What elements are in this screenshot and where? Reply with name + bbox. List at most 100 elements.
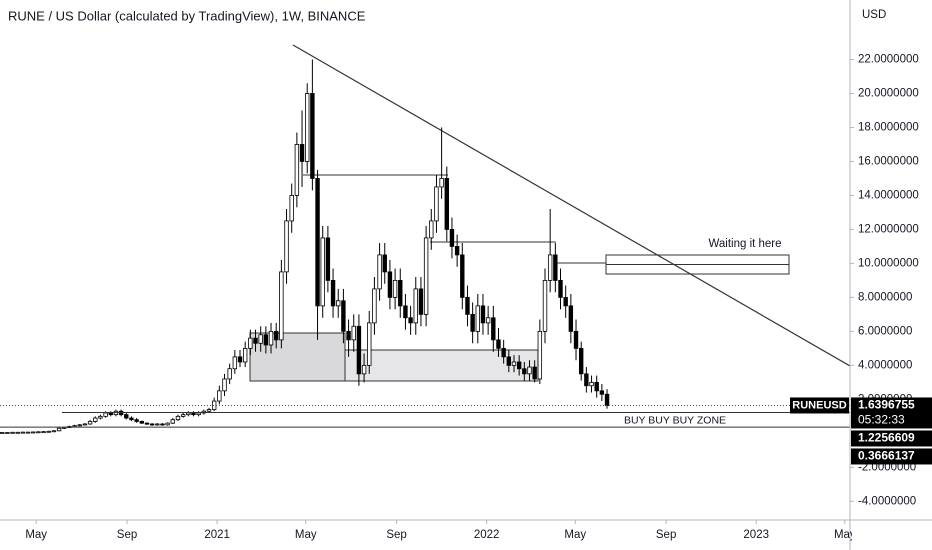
candle-body: [124, 414, 129, 419]
candle-body: [191, 412, 196, 416]
candle-body: [134, 419, 139, 422]
x-tick-label: May: [834, 529, 856, 541]
x-tick-label: Sep: [386, 529, 406, 541]
candle-body: [160, 423, 165, 426]
time-axis: May Sep 2021 May Sep 2022 May Sep 2023 May: [25, 520, 856, 541]
x-tick-label: Sep: [656, 529, 676, 541]
candle-body: [77, 424, 82, 427]
candle-body: [186, 412, 191, 416]
symbol-tag: [790, 397, 849, 414]
candle-body: [377, 254, 382, 290]
candle-body: [454, 246, 460, 256]
candle-body: [139, 421, 144, 424]
countdown-label: 05:32:33: [858, 413, 905, 427]
candle-body: [41, 431, 46, 434]
candle-body: [542, 279, 548, 332]
zone-label: BUY BUY BUY ZONE: [624, 415, 726, 427]
candle-body: [584, 373, 589, 387]
y-tick-label: 10.0000000: [858, 257, 919, 269]
last-price-label: 1.6396755: [858, 398, 915, 412]
candle-body: [516, 361, 522, 370]
candle-body: [392, 279, 398, 298]
annotation: Waiting it here: [708, 238, 781, 250]
candle-body: [537, 330, 543, 380]
candle-body: [589, 381, 594, 387]
candle-body: [330, 279, 336, 307]
candle-body: [449, 229, 455, 247]
candle-body: [465, 296, 470, 315]
candle-body: [305, 93, 310, 162]
candle-body: [237, 356, 243, 363]
candle-body: [25, 431, 31, 434]
zone-price-label: 1.2256609: [858, 431, 915, 445]
price-tag: [851, 397, 932, 429]
y-tick-label: 16.0000000: [858, 155, 919, 167]
candle-body: [403, 305, 408, 319]
candle-body: [604, 393, 610, 406]
candle-body: [273, 330, 279, 341]
candle-body: [51, 430, 57, 433]
zone-price-tag: [851, 430, 932, 447]
candle-body: [0, 432, 5, 434]
candle-body: [439, 178, 444, 188]
symbol-label: RUNEUSD: [792, 399, 846, 411]
candle-body: [36, 431, 41, 434]
x-tick-label: May: [564, 529, 586, 541]
candle-body: [56, 427, 62, 432]
candle-body: [253, 337, 258, 344]
candle-body: [372, 288, 377, 324]
chart-title: RUNE / US Dollar (calculated by TradingV…: [8, 8, 366, 23]
x-tick-label: 2023: [743, 529, 769, 541]
candle-body: [558, 279, 563, 298]
candle-body: [506, 356, 512, 366]
candle-body: [444, 178, 449, 230]
candle-body: [413, 288, 418, 324]
candle-body: [211, 400, 217, 410]
candle-body: [573, 330, 579, 349]
candle-body: [511, 361, 517, 366]
candle-body: [294, 144, 300, 196]
candle-body: [98, 415, 103, 419]
x-tick-label: Sep: [117, 529, 137, 541]
candle-body: [408, 317, 413, 324]
candle-body: [398, 279, 403, 307]
candle-body: [491, 317, 496, 341]
candle-body: [351, 325, 356, 341]
candle-body: [418, 288, 424, 315]
candle-body: [263, 334, 269, 346]
y-tick-label: 20.0000000: [858, 87, 919, 99]
candle-body: [289, 195, 294, 222]
y-tick-label: 22.0000000: [858, 54, 919, 66]
candle-body: [144, 422, 150, 425]
candle-body: [222, 378, 227, 392]
x-tick-label: May: [295, 529, 317, 541]
y-tick-label: 6.0000000: [858, 325, 912, 337]
candle-body: [175, 415, 181, 421]
candle-body: [434, 186, 439, 222]
candle-body: [553, 254, 558, 281]
candle-body: [532, 366, 537, 380]
candle-body: [460, 254, 465, 298]
candle-body: [599, 390, 605, 395]
candle-body: [279, 271, 284, 341]
candle-body: [387, 271, 393, 298]
candle-body: [310, 93, 315, 179]
candle-body: [325, 237, 331, 281]
y-tick-label: 14.0000000: [858, 189, 919, 201]
candle-body: [15, 431, 20, 434]
candle-body: [475, 305, 481, 332]
candle-body: [149, 423, 155, 426]
currency-label: USD: [862, 9, 886, 21]
candle-body: [180, 414, 186, 417]
candle-body: [206, 409, 212, 412]
candle-body: [423, 237, 429, 315]
candle-body: [129, 417, 134, 421]
candle-body: [336, 300, 341, 307]
candle-body: [170, 419, 176, 424]
candle-body: [367, 322, 372, 366]
candle-body: [46, 430, 51, 433]
candle-body: [480, 305, 486, 324]
candle-body: [547, 254, 553, 281]
